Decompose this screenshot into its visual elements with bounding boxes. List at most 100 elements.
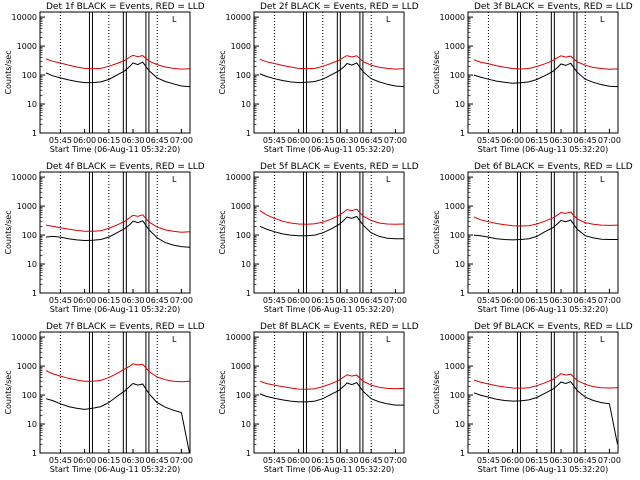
x-tick-label: 06:00 <box>287 136 310 145</box>
x-tick-label: 05:45 <box>263 296 286 305</box>
chart-panel: Det 8f BLACK = Events, RED = LLD L 1 10 100 1… <box>218 322 419 474</box>
x-axis-label: Start Time (06-Aug-11 05:32:20) <box>50 305 181 314</box>
y-tick-label: 10000 <box>440 13 465 22</box>
chart-title: Det 4f BLACK = Events, RED = LLD <box>46 162 205 172</box>
legend-glyph: L <box>172 335 177 344</box>
plot-frame <box>253 171 405 294</box>
legend-glyph: L <box>600 335 605 344</box>
x-tick-label: 06:45 <box>574 296 597 305</box>
x-tick-label: 07:00 <box>598 456 621 465</box>
x-axis-label: Start Time (06-Aug-11 05:32:20) <box>478 145 609 154</box>
legend-glyph: L <box>172 175 177 184</box>
y-tick-label: 1000 <box>231 362 251 371</box>
y-tick-label: 10 <box>455 100 465 109</box>
y-tick-label: 10000 <box>226 333 251 342</box>
chart-panel: Det 2f BLACK = Events, RED = LLD L 1 10 100 1… <box>218 2 419 154</box>
y-tick-label: 1 <box>460 129 465 138</box>
x-tick-label: 06:45 <box>146 456 169 465</box>
events-series-line <box>473 381 618 445</box>
lld-series-line <box>259 55 404 70</box>
chart-title: Det 2f BLACK = Events, RED = LLD <box>260 2 419 12</box>
x-tick-label: 06:30 <box>335 296 358 305</box>
events-series-line <box>259 62 404 88</box>
legend-glyph: L <box>386 335 391 344</box>
legend-glyph: L <box>600 175 605 184</box>
y-tick-label: 10 <box>241 260 251 269</box>
y-tick-label: 1000 <box>17 362 37 371</box>
x-tick-label: 07:00 <box>170 456 193 465</box>
x-tick-label: 06:00 <box>73 136 96 145</box>
lld-series-line <box>45 54 190 70</box>
x-tick-label: 07:00 <box>598 136 621 145</box>
x-tick-label: 06:45 <box>360 136 383 145</box>
chart-panel: Det 1f BLACK = Events, RED = LLD L 1 10 100 1… <box>4 2 205 154</box>
x-tick-label: 06:15 <box>97 456 120 465</box>
y-tick-label: 1000 <box>445 362 465 371</box>
y-tick-label: 10000 <box>226 13 251 22</box>
x-tick-label: 06:15 <box>525 296 548 305</box>
y-axis-label: Counts/sec <box>218 210 227 254</box>
plot-frame <box>39 331 191 454</box>
y-axis-label: Counts/sec <box>4 370 13 414</box>
y-tick-label: 10 <box>241 100 251 109</box>
y-tick-label: 1000 <box>445 42 465 51</box>
x-tick-label: 06:00 <box>501 136 524 145</box>
x-tick-label: 05:45 <box>477 296 500 305</box>
x-tick-label: 07:00 <box>170 296 193 305</box>
lld-series-line <box>45 214 190 233</box>
plot-frame <box>253 331 405 454</box>
x-tick-label: 06:00 <box>287 296 310 305</box>
y-axis-label: Counts/sec <box>218 50 227 94</box>
y-axis-label: Counts/sec <box>4 50 13 94</box>
y-tick-label: 10000 <box>12 173 37 182</box>
chart-title: Det 1f BLACK = Events, RED = LLD <box>46 2 205 12</box>
y-axis-label: Counts/sec <box>4 210 13 254</box>
plot-frame <box>467 11 619 134</box>
chart-panel: Det 6f BLACK = Events, RED = LLD L 1 10 100 1… <box>432 162 633 314</box>
y-tick-label: 100 <box>236 71 251 80</box>
y-tick-label: 1000 <box>231 42 251 51</box>
x-tick-label: 06:00 <box>501 456 524 465</box>
events-series-line <box>45 61 190 88</box>
y-tick-label: 1 <box>246 449 251 458</box>
chart-title: Det 3f BLACK = Events, RED = LLD <box>474 2 633 12</box>
y-tick-label: 100 <box>22 71 37 80</box>
x-tick-label: 06:45 <box>574 136 597 145</box>
chart-title: Det 9f BLACK = Events, RED = LLD <box>474 322 633 332</box>
x-tick-label: 06:45 <box>574 456 597 465</box>
lld-series-line <box>45 363 190 383</box>
lld-series-line <box>473 211 618 227</box>
y-tick-label: 1 <box>32 289 37 298</box>
plot-frame <box>39 171 191 294</box>
x-axis-label: Start Time (06-Aug-11 05:32:20) <box>50 465 181 474</box>
x-tick-label: 05:45 <box>477 136 500 145</box>
y-tick-label: 10 <box>241 420 251 429</box>
x-tick-label: 07:00 <box>384 136 407 145</box>
y-tick-label: 10 <box>27 260 37 269</box>
x-tick-label: 06:45 <box>146 136 169 145</box>
y-axis-label: Counts/sec <box>432 50 441 94</box>
x-tick-label: 06:30 <box>121 136 144 145</box>
y-tick-label: 100 <box>450 391 465 400</box>
x-tick-label: 05:45 <box>49 456 72 465</box>
events-series-line <box>259 381 404 406</box>
lld-series-line <box>473 373 618 389</box>
x-tick-label: 06:00 <box>73 456 96 465</box>
chart-title: Det 8f BLACK = Events, RED = LLD <box>260 322 419 332</box>
events-series-line <box>45 382 190 454</box>
x-tick-label: 06:30 <box>121 456 144 465</box>
lld-series-line <box>473 55 618 70</box>
x-tick-label: 06:30 <box>335 136 358 145</box>
legend-glyph: L <box>386 15 391 24</box>
y-tick-label: 10000 <box>12 13 37 22</box>
x-axis-label: Start Time (06-Aug-11 05:32:20) <box>264 465 395 474</box>
plot-frame <box>467 171 619 294</box>
chart-panel: Det 4f BLACK = Events, RED = LLD L 1 10 100 1… <box>4 162 205 314</box>
y-axis-label: Counts/sec <box>432 370 441 414</box>
y-tick-label: 1000 <box>445 202 465 211</box>
x-tick-label: 06:00 <box>501 296 524 305</box>
x-tick-label: 06:15 <box>311 136 334 145</box>
y-tick-label: 100 <box>22 391 37 400</box>
